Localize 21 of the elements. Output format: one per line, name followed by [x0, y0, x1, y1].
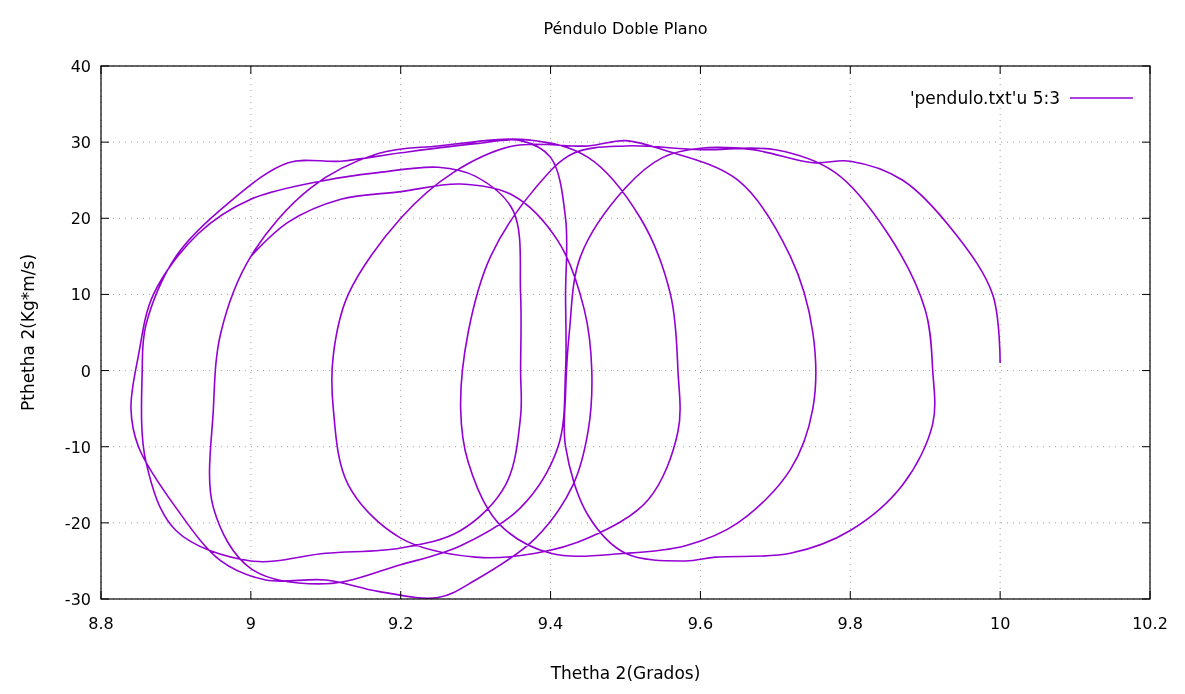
x-tick-label: 10 [989, 614, 1011, 633]
x-axis-title: Thetha 2(Grados) [549, 663, 701, 683]
x-tick-label: 9.8 [837, 614, 864, 633]
chart-title: Péndulo Doble Plano [543, 19, 708, 38]
x-tick-label: 10.2 [1132, 614, 1168, 633]
y-tick-label: 20 [70, 209, 91, 229]
y-tick-label: 40 [70, 57, 91, 76]
y-tick-label: 10 [70, 285, 91, 305]
legend-label: 'pendulo.txt'u 5:3 [909, 88, 1060, 108]
x-tick-label: 9.4 [537, 614, 564, 633]
x-tick-label: 9 [245, 614, 256, 633]
y-tick-label: 30 [70, 133, 91, 153]
x-tick-label: 9.2 [387, 614, 414, 633]
x-tick-label: 9.6 [687, 614, 714, 633]
y-tick-label: -10 [64, 437, 91, 457]
x-tick-label: 8.8 [88, 614, 114, 633]
y-tick-label: -20 [64, 513, 91, 533]
y-tick-label: -30 [64, 590, 91, 609]
y-axis-title: Pthetha 2(Kg*m/s) [18, 253, 38, 412]
line-series [130, 138, 1001, 599]
y-tick-label: 0 [80, 361, 91, 381]
